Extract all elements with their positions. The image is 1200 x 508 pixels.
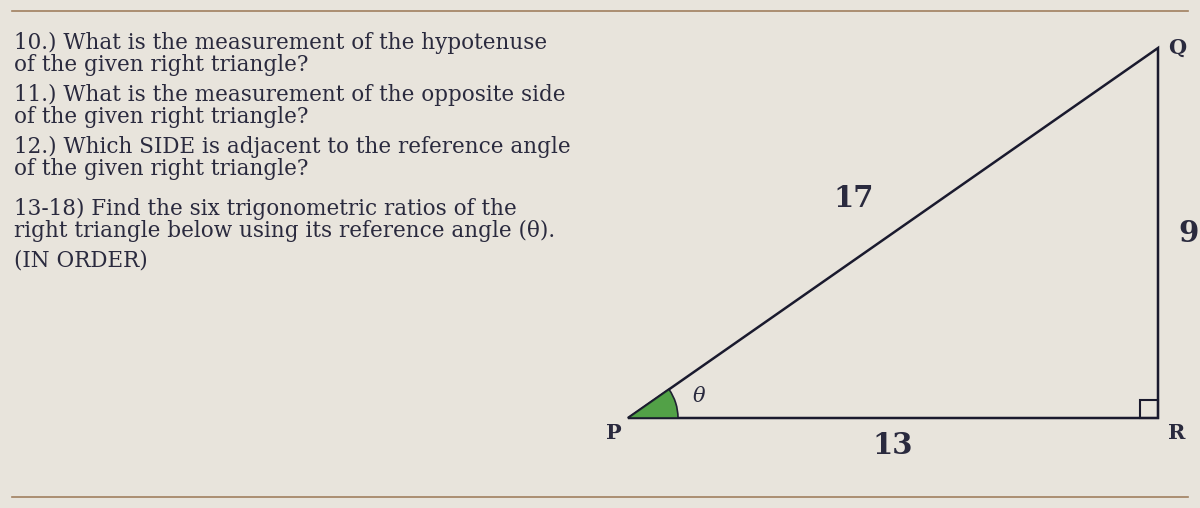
Text: right triangle below using its reference angle (θ).: right triangle below using its reference… [14,220,556,242]
Text: 12.) Which SIDE is adjacent to the reference angle: 12.) Which SIDE is adjacent to the refer… [14,136,571,158]
Text: of the given right triangle?: of the given right triangle? [14,54,308,76]
Text: (IN ORDER): (IN ORDER) [14,250,148,272]
Text: 9: 9 [1178,218,1199,247]
Wedge shape [628,389,678,418]
Text: 11.) What is the measurement of the opposite side: 11.) What is the measurement of the oppo… [14,84,565,106]
Text: of the given right triangle?: of the given right triangle? [14,106,308,128]
Text: of the given right triangle?: of the given right triangle? [14,158,308,180]
Text: 13-18) Find the six trigonometric ratios of the: 13-18) Find the six trigonometric ratios… [14,198,517,220]
Text: P: P [606,423,622,443]
Text: Q: Q [1168,38,1186,58]
Text: R: R [1168,423,1186,443]
Text: θ: θ [694,387,706,405]
Text: 13: 13 [872,431,913,460]
Text: 10.) What is the measurement of the hypotenuse: 10.) What is the measurement of the hypo… [14,32,547,54]
Text: 17: 17 [834,184,875,213]
